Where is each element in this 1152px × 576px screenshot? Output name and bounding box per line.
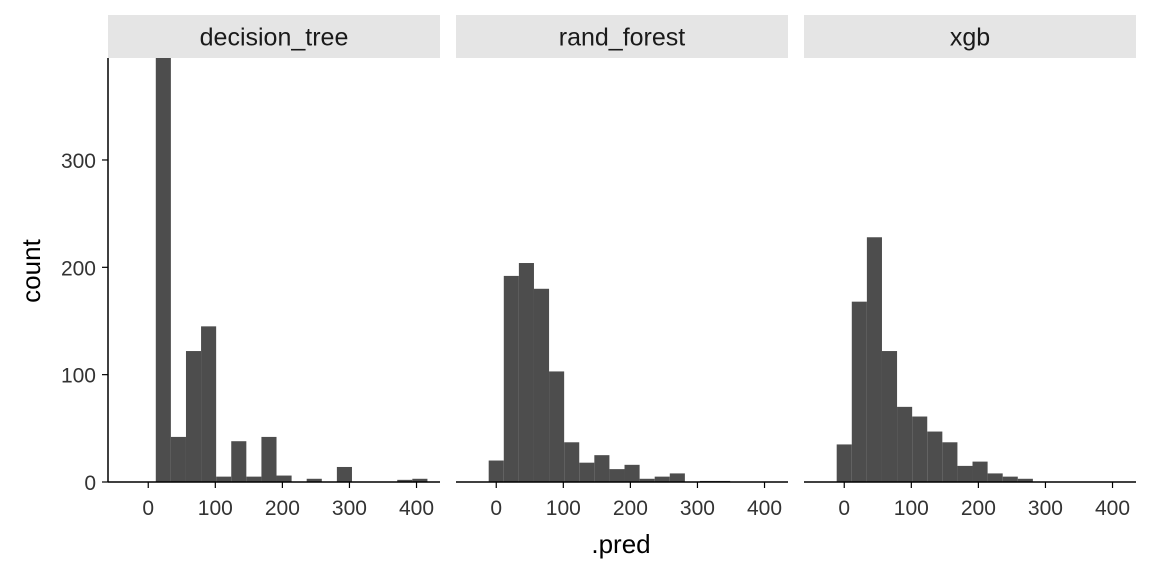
x-tick-label: 0 <box>142 497 154 520</box>
histogram-bar <box>927 431 943 482</box>
histogram-bar <box>397 479 413 482</box>
histogram-bar <box>518 263 534 482</box>
x-tick-label: 0 <box>490 497 502 520</box>
panel-xgb: xgb 0 100 200 300 400 <box>804 15 1136 520</box>
panel-rand_forest: rand_forest 0 100 200 300 400 <box>456 15 788 520</box>
histogram-bar <box>654 476 670 482</box>
histogram-bar <box>261 436 277 482</box>
histogram-bar <box>912 416 928 482</box>
histogram-bar <box>579 462 595 482</box>
histogram-bar <box>533 288 550 482</box>
histogram-bar <box>170 436 186 482</box>
y-axis-title: count <box>16 238 46 302</box>
histogram-bar <box>881 351 898 482</box>
histogram-bar <box>412 478 428 482</box>
x-tick-label: 400 <box>747 497 782 520</box>
histogram-bar <box>201 326 217 482</box>
x-axis-title: .pred <box>591 529 650 559</box>
histogram-bar <box>246 476 262 482</box>
x-tick-label: 100 <box>198 497 233 520</box>
histogram-bar <box>185 351 202 482</box>
y-axis: 0 100 200 300 <box>61 58 109 495</box>
histogram-bar <box>972 461 988 482</box>
histogram-bar <box>594 455 610 482</box>
histogram-bar <box>549 371 565 482</box>
x-tick-label: 400 <box>1095 497 1130 520</box>
histogram-bar <box>942 442 958 482</box>
x-tick-label: 200 <box>265 497 300 520</box>
histogram-bar <box>564 442 580 482</box>
histogram-bar <box>155 58 171 482</box>
panels-layer: decision_tree 0 100 200 300 400 rand_forest 0 10… <box>108 15 1136 520</box>
histogram-bar <box>851 301 867 482</box>
histogram-bar <box>231 441 247 482</box>
facet-strip-label: rand_forest <box>559 24 686 52</box>
histogram-bar <box>276 475 292 482</box>
histogram-bar <box>216 476 232 482</box>
histogram-bar <box>488 460 504 482</box>
y-tick-label: 200 <box>61 257 96 280</box>
y-tick-label: 0 <box>84 472 96 495</box>
facet-strip <box>456 15 788 58</box>
panel-decision_tree: decision_tree 0 100 200 300 400 <box>108 15 440 520</box>
x-tick-label: 200 <box>961 497 996 520</box>
histogram-bar <box>609 469 625 482</box>
histogram-bar <box>1017 478 1033 482</box>
facet-strip-label: decision_tree <box>200 24 349 52</box>
facet-strip <box>108 15 440 58</box>
histogram-bar <box>306 478 322 482</box>
histogram-bar <box>987 473 1003 482</box>
histogram-bar <box>503 275 519 482</box>
x-tick-label: 400 <box>399 497 434 520</box>
histogram-bar <box>639 478 655 482</box>
histogram-bar <box>1002 476 1018 482</box>
histogram-bar <box>624 464 640 482</box>
x-tick-label: 100 <box>546 497 581 520</box>
histogram-bar <box>336 466 352 482</box>
x-tick-label: 300 <box>680 497 715 520</box>
histogram-bar <box>669 473 685 482</box>
x-tick-label: 200 <box>613 497 648 520</box>
y-tick-label: 100 <box>61 365 96 388</box>
facet-strip <box>804 15 1136 58</box>
facet-strip-label: xgb <box>950 24 990 52</box>
x-tick-label: 300 <box>1028 497 1063 520</box>
histogram-bar <box>897 406 913 482</box>
y-tick-label: 300 <box>61 150 96 173</box>
x-tick-label: 100 <box>894 497 929 520</box>
x-tick-label: 300 <box>332 497 367 520</box>
x-tick-label: 0 <box>838 497 850 520</box>
histogram-bar <box>836 444 852 482</box>
histogram-bar <box>866 237 882 482</box>
histogram-bar <box>957 465 973 482</box>
